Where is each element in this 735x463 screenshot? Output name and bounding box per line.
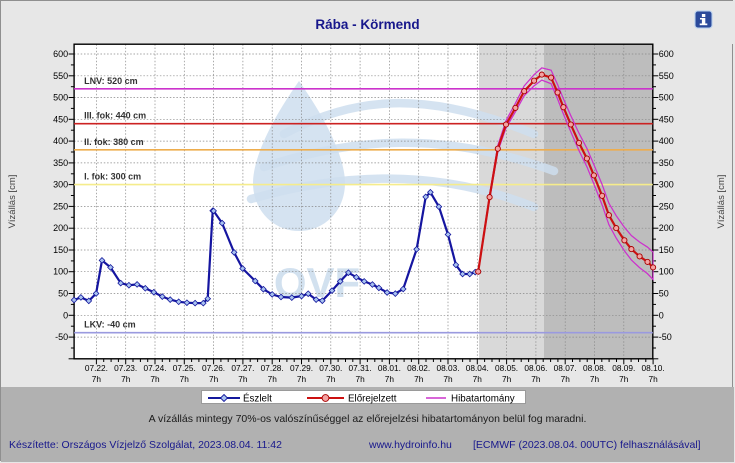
svg-text:100: 100 [659, 267, 674, 277]
svg-text:07.31.: 07.31. [349, 363, 372, 373]
svg-text:07.22.: 07.22. [85, 363, 108, 373]
svg-text:08.07.: 08.07. [554, 363, 577, 373]
svg-text:08.10.: 08.10. [642, 363, 665, 373]
svg-text:400: 400 [659, 136, 674, 146]
svg-text:7h: 7h [209, 374, 219, 384]
svg-text:50: 50 [659, 289, 669, 299]
svg-text:550: 550 [659, 71, 674, 81]
svg-text:7h: 7h [502, 374, 512, 384]
svg-text:100: 100 [53, 267, 68, 277]
svg-text:200: 200 [659, 223, 674, 233]
svg-text:7h: 7h [297, 374, 307, 384]
svg-text:500: 500 [659, 93, 674, 103]
svg-text:07.28.: 07.28. [261, 363, 284, 373]
svg-text:-50: -50 [55, 332, 68, 342]
svg-text:0: 0 [63, 310, 68, 320]
svg-text:350: 350 [659, 158, 674, 168]
svg-text:Vízállás [cm]: Vízállás [cm] [7, 175, 18, 229]
svg-text:500: 500 [53, 93, 68, 103]
svg-text:7h: 7h [121, 374, 131, 384]
svg-text:LKV: -40 cm: LKV: -40 cm [84, 320, 136, 330]
svg-text:600: 600 [659, 49, 674, 59]
svg-text:08.05.: 08.05. [495, 363, 518, 373]
svg-text:7h: 7h [414, 374, 424, 384]
svg-text:150: 150 [53, 245, 68, 255]
svg-text:450: 450 [659, 114, 674, 124]
svg-text:I. fok: 300 cm: I. fok: 300 cm [84, 172, 141, 182]
svg-text:450: 450 [53, 114, 68, 124]
svg-text:III. fok: 440 cm: III. fok: 440 cm [84, 111, 146, 121]
svg-text:7h: 7h [473, 374, 483, 384]
svg-text:7h: 7h [385, 374, 395, 384]
svg-text:07.23.: 07.23. [114, 363, 137, 373]
svg-text:7h: 7h [531, 374, 541, 384]
svg-text:7h: 7h [150, 374, 160, 384]
svg-text:LNV: 520 cm: LNV: 520 cm [84, 76, 138, 86]
svg-text:150: 150 [659, 245, 674, 255]
svg-text:350: 350 [53, 158, 68, 168]
svg-text:08.03.: 08.03. [436, 363, 459, 373]
svg-text:07.26.: 07.26. [202, 363, 225, 373]
svg-text:08.06.: 08.06. [524, 363, 547, 373]
svg-text:550: 550 [53, 71, 68, 81]
svg-text:7h: 7h [355, 374, 365, 384]
svg-text:08.09.: 08.09. [612, 363, 635, 373]
svg-text:07.27.: 07.27. [231, 363, 254, 373]
svg-text:400: 400 [53, 136, 68, 146]
svg-text:07.29.: 07.29. [290, 363, 313, 373]
svg-text:7h: 7h [92, 374, 102, 384]
svg-text:7h: 7h [180, 374, 190, 384]
svg-text:Vízállás [cm]: Vízállás [cm] [716, 175, 727, 229]
svg-text:200: 200 [53, 223, 68, 233]
svg-text:50: 50 [58, 289, 68, 299]
svg-text:07.30.: 07.30. [319, 363, 342, 373]
svg-text:300: 300 [53, 180, 68, 190]
svg-text:300: 300 [659, 180, 674, 190]
svg-text:07.25.: 07.25. [173, 363, 196, 373]
svg-text:08.01.: 08.01. [378, 363, 401, 373]
svg-text:250: 250 [53, 201, 68, 211]
svg-text:0: 0 [659, 310, 664, 320]
svg-text:08.08.: 08.08. [583, 363, 606, 373]
svg-text:-50: -50 [659, 332, 672, 342]
svg-text:7h: 7h [238, 374, 248, 384]
svg-text:250: 250 [659, 201, 674, 211]
svg-text:7h: 7h [443, 374, 453, 384]
svg-text:08.04.: 08.04. [466, 363, 489, 373]
svg-text:7h: 7h [561, 374, 571, 384]
svg-text:7h: 7h [268, 374, 278, 384]
svg-text:08.02.: 08.02. [407, 363, 430, 373]
svg-text:II. fok: 380 cm: II. fok: 380 cm [84, 137, 144, 147]
svg-text:07.24.: 07.24. [143, 363, 166, 373]
svg-text:7h: 7h [648, 374, 658, 384]
svg-text:600: 600 [53, 49, 68, 59]
svg-text:7h: 7h [619, 374, 629, 384]
svg-text:7h: 7h [590, 374, 600, 384]
svg-text:7h: 7h [326, 374, 336, 384]
